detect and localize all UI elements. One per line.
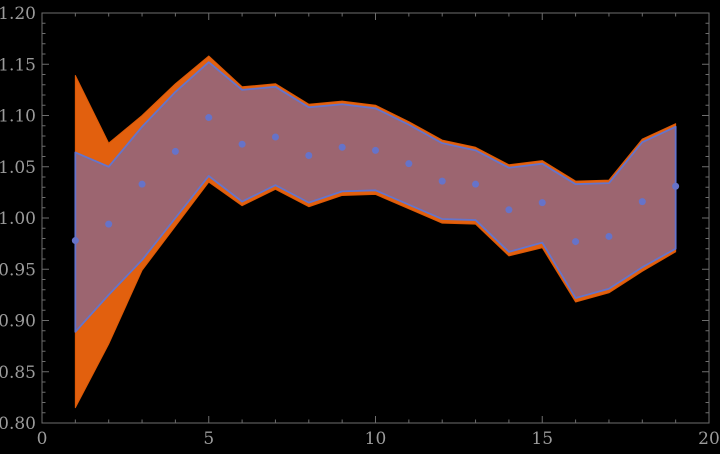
x-tick-label: 5 [203, 429, 214, 449]
data-point [238, 140, 246, 148]
axis-tick-labels: 0 5 10 15 20 0.80 0.85 0.90 0.95 1.00 1.05 1.10 1.15… [0, 4, 720, 449]
y-tick-label: 0.85 [0, 363, 36, 383]
x-tick-label: 20 [698, 429, 720, 449]
data-point [505, 206, 513, 214]
data-point [271, 133, 279, 141]
data-point [572, 238, 580, 246]
y-tick-label: 0.80 [0, 414, 36, 434]
y-tick-label: 1.15 [0, 55, 36, 75]
data-point [372, 146, 379, 154]
y-tick-label: 0.95 [0, 260, 36, 280]
y-tick-label: 0.90 [0, 312, 36, 332]
x-tick-label: 10 [365, 429, 387, 449]
data-point [338, 143, 346, 151]
data-point [605, 232, 613, 240]
x-tick-label: 15 [531, 429, 553, 449]
data-points [71, 114, 680, 246]
y-tick-label: 1.00 [0, 209, 36, 229]
y-tick-label: 1.05 [0, 158, 36, 178]
y-tick-label: 1.20 [0, 4, 36, 24]
data-point [405, 160, 413, 168]
data-point [71, 237, 79, 245]
data-point [105, 220, 113, 228]
data-point [438, 177, 446, 185]
data-point [305, 151, 313, 159]
data-point [638, 198, 646, 206]
data-point [205, 114, 213, 122]
x-tick-label: 0 [37, 429, 48, 449]
data-point [672, 182, 680, 190]
data-point [171, 147, 179, 155]
y-tick-label: 1.10 [0, 107, 36, 127]
inner-band [74, 61, 677, 333]
data-point [472, 180, 480, 188]
data-point [138, 180, 146, 188]
axis-ticks [41, 12, 710, 424]
data-point [538, 199, 546, 207]
